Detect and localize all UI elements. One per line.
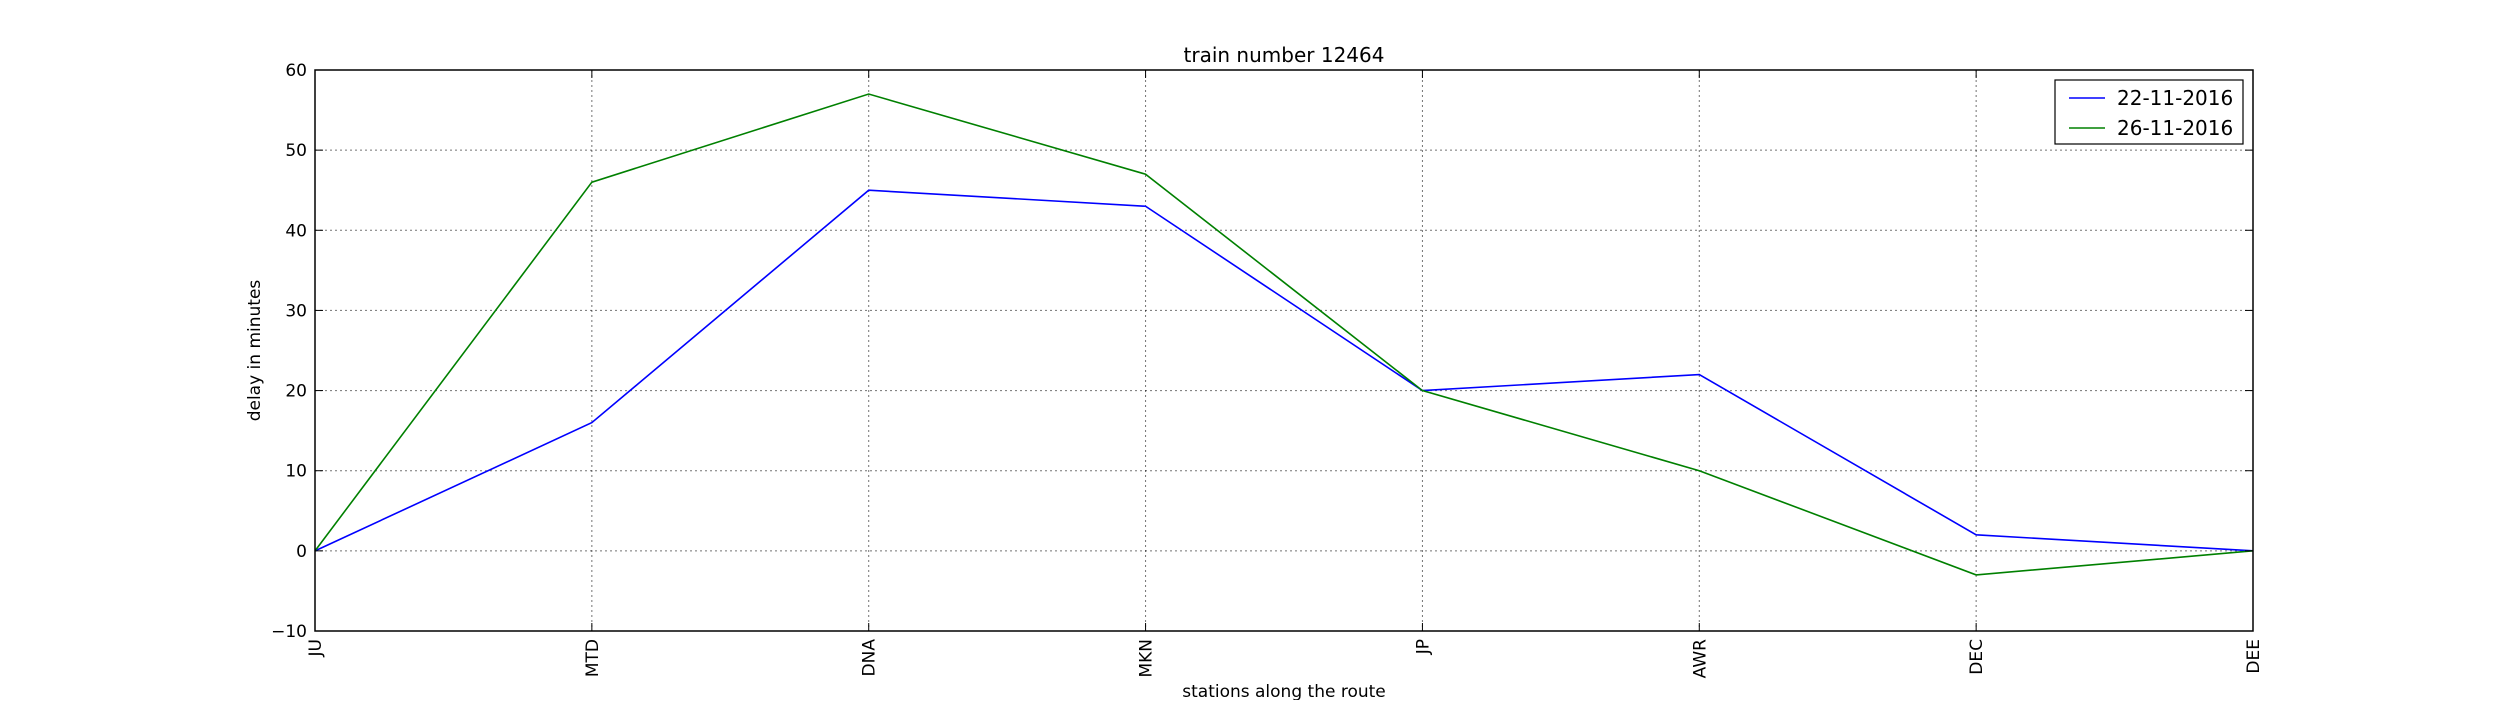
y-tick-label: 20 [285,382,307,402]
x-tick-label: DNA [860,639,880,677]
y-tick-label: 40 [285,221,307,241]
y-tick-label: 0 [296,542,307,562]
x-tick-label: DEC [1967,639,1987,675]
legend: 22-11-2016 26-11-2016 [2054,79,2244,145]
x-tick-label: MTD [583,639,603,677]
y-tick-label: 60 [285,61,307,81]
legend-label-2: 26-11-2016 [2117,116,2233,140]
x-tick-label: JP [1413,639,1433,655]
plot-frame [314,69,2254,632]
x-tick-label: DEE [2244,639,2264,674]
legend-label-1: 22-11-2016 [2117,86,2233,110]
series-layer [314,93,2254,576]
x-tick-label: AWR [1690,639,1710,679]
y-axis-label: delay in minutes [245,280,265,422]
y-tick-label: 10 [285,462,307,482]
series-line-2 [314,93,2254,576]
y-tick-label: 50 [285,141,307,161]
series-line-1 [314,189,2254,552]
y-tick-label: −10 [271,622,307,642]
x-tick-label: JU [306,639,326,657]
legend-box [2054,79,2244,145]
chart-title: train number 12464 [1184,43,1385,67]
x-axis-label: stations along the route [1182,682,1386,700]
tick-layer: −10 0 10 20 30 40 50 60 JU MTD DNA MKN JP AWR DEC DEE [271,61,2264,678]
y-tick-label: 30 [285,301,307,321]
x-tick-label: MKN [1137,639,1157,678]
grid-layer [315,70,2253,631]
